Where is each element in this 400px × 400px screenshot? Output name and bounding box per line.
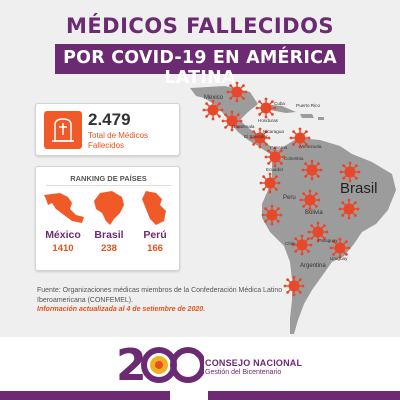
map-label-mexico: Mexico [204,95,224,101]
map-label-peru: Peru [283,195,296,201]
map-label-guatemala: Guatemala [232,124,255,129]
map-label-paraguay: Paraguay [318,238,338,243]
map-label-puerto-rico: Puerto Rico [296,103,321,108]
virus-marker [337,197,361,221]
title-line-1: MÉDICOS FALLECIDOS [65,14,335,38]
virus-marker [298,188,322,212]
total-value: 2.479 [88,110,131,129]
ranking-card: RANKING DE PAÍSES México 1410 Brasil 238… [35,166,180,271]
ranking-country-name: México [45,229,81,241]
ranking-country-value: 166 [147,243,163,254]
map-label-bolivia: Bolivia [305,210,323,216]
ranking-country-value: 238 [101,243,117,254]
map-label-el-salvador: El Salvador [244,134,268,139]
total-label: Total de Médicos Fallecidos [88,131,149,150]
ranking-country-name: Perú [143,229,167,241]
update-note: Información actualizada al 4 de setiembr… [37,306,206,313]
ranking-divider [46,185,171,186]
map-label-honduras: Honduras [258,118,278,123]
map-label-argentina: Argentina [300,263,326,269]
virus-marker [260,203,284,227]
virus-marker [258,171,282,195]
map-label-uruguay: Uruguay [330,256,348,261]
title-banner [55,44,345,74]
hispaniola-shape [300,114,314,118]
org-subtitle: Gestión del Bicentenario [205,369,282,376]
title-line-2: POR COVID-19 EN AMÉRICA LATINA [63,48,337,88]
brasil-shape-icon [94,191,124,225]
footer-band-left [0,391,170,400]
total-stat-card: 2.479 Total de Médicos Fallecidos [35,103,180,156]
source-note: Fuente: Organizaciones médicas miembros … [37,287,283,304]
map-label-ecuador: Ecuador [266,167,284,172]
map-label-brasil: Brasil [340,180,378,197]
peru-shape-icon [142,191,166,225]
map-label-colombia: Colombia [284,156,304,161]
ranking-title: RANKING DE PAÍSES [70,174,147,183]
map-label-chile: Chile [285,241,296,246]
tombstone-icon [44,111,82,149]
mexico-shape-icon [44,193,84,223]
puerto-rico-shape [318,117,324,120]
map-label-venezuela: Venezuela [300,144,322,149]
footer-band-right [208,391,400,400]
ranking-country-name: Brasil [94,229,124,241]
map-label-nicaragua: Nicaragua [263,129,284,134]
virus-marker [300,158,324,182]
map-label-panama: Panama [270,145,288,150]
virus-marker [201,98,225,122]
org-name: CONSEJO NACIONAL [205,358,303,368]
map-label-cuba: Cuba [274,101,285,106]
bicentenario-logo: 2 [116,340,204,388]
ranking-country-value: 1410 [52,243,74,254]
